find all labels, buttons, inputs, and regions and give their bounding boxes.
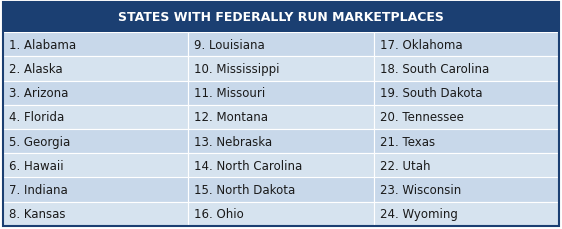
Text: 5. Georgia: 5. Georgia (9, 135, 70, 148)
Text: 10. Mississippi: 10. Mississippi (194, 63, 280, 76)
Bar (188, 105, 374, 129)
Bar (3, 105, 188, 129)
Bar (374, 129, 559, 154)
Text: 21. Texas: 21. Texas (380, 135, 435, 148)
Bar (374, 105, 559, 129)
Text: 12. Montana: 12. Montana (194, 111, 268, 124)
Bar (188, 202, 374, 226)
Text: 22. Utah: 22. Utah (380, 159, 430, 172)
Text: 7. Indiana: 7. Indiana (9, 183, 68, 196)
Bar (3, 202, 188, 226)
Bar (3, 81, 188, 105)
Text: 15. North Dakota: 15. North Dakota (194, 183, 296, 196)
Text: 13. Nebraska: 13. Nebraska (194, 135, 273, 148)
Text: 1. Alabama: 1. Alabama (9, 38, 76, 51)
Text: 18. South Carolina: 18. South Carolina (380, 63, 489, 76)
Text: 14. North Carolina: 14. North Carolina (194, 159, 302, 172)
Bar (374, 57, 559, 81)
Text: 24. Wyoming: 24. Wyoming (380, 207, 457, 220)
Text: 6. Hawaii: 6. Hawaii (9, 159, 64, 172)
Bar (374, 81, 559, 105)
Text: 23. Wisconsin: 23. Wisconsin (380, 183, 461, 196)
Text: 9. Louisiana: 9. Louisiana (194, 38, 265, 51)
Bar (3, 129, 188, 154)
Bar (188, 129, 374, 154)
Text: 16. Ohio: 16. Ohio (194, 207, 244, 220)
Text: 19. South Dakota: 19. South Dakota (380, 87, 482, 100)
Bar (3, 3, 559, 33)
Bar (188, 154, 374, 178)
Text: 2. Alaska: 2. Alaska (9, 63, 62, 76)
Bar (188, 33, 374, 57)
Text: 20. Tennessee: 20. Tennessee (380, 111, 464, 124)
Bar (3, 57, 188, 81)
Text: STATES WITH FEDERALLY RUN MARKETPLACES: STATES WITH FEDERALLY RUN MARKETPLACES (118, 11, 444, 25)
Text: 3. Arizona: 3. Arizona (9, 87, 69, 100)
Bar (3, 154, 188, 178)
Bar (374, 178, 559, 202)
Bar (188, 178, 374, 202)
Text: 17. Oklahoma: 17. Oklahoma (380, 38, 463, 51)
Bar (3, 178, 188, 202)
Bar (374, 33, 559, 57)
Text: 4. Florida: 4. Florida (9, 111, 64, 124)
Text: 11. Missouri: 11. Missouri (194, 87, 266, 100)
Bar (3, 33, 188, 57)
Bar (374, 154, 559, 178)
Bar (374, 202, 559, 226)
Bar (188, 81, 374, 105)
Text: 8. Kansas: 8. Kansas (9, 207, 66, 220)
Bar (188, 57, 374, 81)
